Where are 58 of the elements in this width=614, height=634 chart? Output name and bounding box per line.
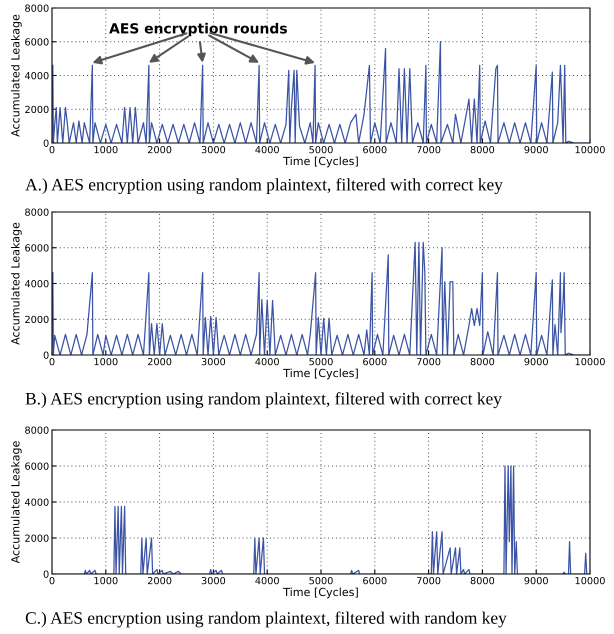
x-tick-label: 5000 bbox=[309, 576, 333, 584]
x-tick-label: 7000 bbox=[417, 576, 440, 584]
x-axis-title: Time [Cycles] bbox=[283, 588, 358, 598]
y-tick-label: 2000 bbox=[25, 316, 49, 324]
y-axis-title: Accumulated Leakage bbox=[10, 441, 22, 564]
x-tick-label: 3000 bbox=[202, 576, 226, 584]
x-tick-label: 8000 bbox=[470, 146, 494, 154]
y-tick-label: 6000 bbox=[25, 244, 49, 252]
y-tick-label: 8000 bbox=[25, 426, 49, 434]
x-tick-label: 5000 bbox=[309, 358, 333, 366]
x-tick-label: 4000 bbox=[255, 358, 279, 366]
x-tick-label: 6000 bbox=[363, 576, 387, 584]
text: A.) AES encryption using random plaintext, filtered with correct key bbox=[25, 178, 503, 194]
y-axis-title: Accumulated Leakage bbox=[10, 222, 22, 345]
x-tick-label: 9000 bbox=[524, 576, 548, 584]
annotation: AES encryption rounds bbox=[109, 22, 287, 36]
x-tick-label: 6000 bbox=[363, 146, 387, 154]
x-tick-label: 3000 bbox=[202, 358, 226, 366]
y-tick-label: 0 bbox=[44, 351, 49, 359]
x-tick-label: 1000 bbox=[94, 146, 118, 154]
x-tick-label: 2000 bbox=[148, 146, 172, 154]
x-tick-label: 10000 bbox=[576, 576, 605, 584]
x-tick-label: 1000 bbox=[94, 358, 118, 366]
x-tick-label: 8000 bbox=[470, 576, 494, 584]
y-tick-label: 0 bbox=[44, 570, 49, 578]
y-tick-label: 4000 bbox=[24, 280, 49, 288]
x-tick-label: 3000 bbox=[202, 146, 226, 154]
y-tick-label: 6000 bbox=[25, 38, 49, 46]
y-tick-label: 4000 bbox=[24, 498, 49, 506]
x-tick-label: 4000 bbox=[255, 576, 279, 584]
y-tick-label: 2000 bbox=[25, 534, 49, 542]
x-axis-title: Time [Cycles] bbox=[283, 156, 358, 168]
x-tick-label: 1000 bbox=[94, 576, 118, 584]
x-tick-label: 0 bbox=[50, 358, 54, 366]
text: B.) AES encryption using random plaintext, filtered with correct key bbox=[26, 392, 502, 408]
y-axis-title: Accumulated Leakage bbox=[10, 14, 22, 137]
y-tick-label: 6000 bbox=[25, 462, 49, 470]
y-tick-label: 4000 bbox=[24, 72, 49, 80]
text: C.) AES encryption using random plaintext, filtered with random key bbox=[26, 611, 507, 628]
x-tick-label: 5000 bbox=[309, 146, 333, 154]
x-tick-label: 9000 bbox=[524, 146, 548, 154]
x-tick-label: 10000 bbox=[576, 358, 605, 366]
y-tick-label: 0 bbox=[44, 139, 49, 147]
x-tick-label: 10000 bbox=[576, 146, 605, 154]
y-tick-label: 8000 bbox=[25, 4, 49, 12]
x-tick-label: 7000 bbox=[417, 146, 440, 154]
y-tick-label: 8000 bbox=[25, 208, 49, 216]
x-tick-label: 0 bbox=[50, 146, 54, 154]
x-tick-label: 7000 bbox=[417, 358, 440, 366]
y-tick-label: 2000 bbox=[25, 106, 49, 114]
x-tick-label: 0 bbox=[50, 576, 54, 584]
x-tick-label: 2000 bbox=[148, 358, 172, 366]
x-tick-label: 8000 bbox=[470, 358, 494, 366]
x-tick-label: 6000 bbox=[363, 358, 387, 366]
x-tick-label: 9000 bbox=[524, 358, 548, 366]
x-tick-label: 4000 bbox=[255, 146, 279, 154]
x-axis-title: Time [Cycles] bbox=[283, 368, 358, 380]
x-tick-label: 2000 bbox=[148, 576, 172, 584]
